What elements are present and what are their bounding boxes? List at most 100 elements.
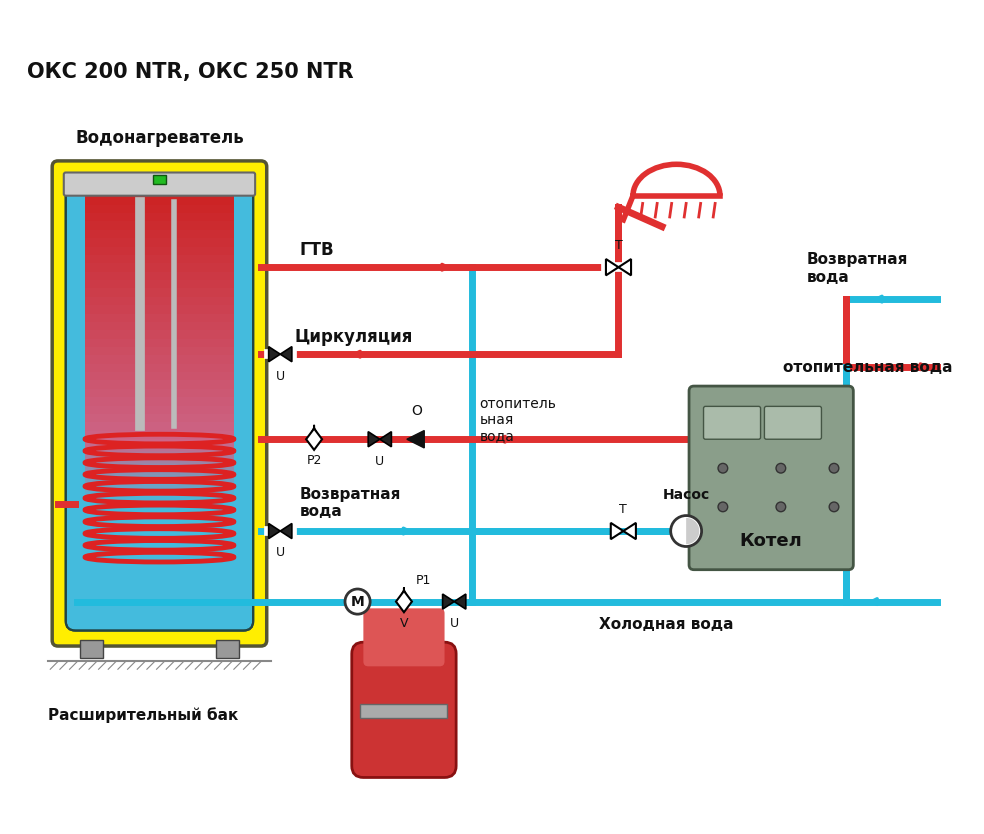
Bar (85, 239, 234, 248)
Bar (85, 389, 234, 398)
Bar (85, 322, 234, 331)
Bar (85, 247, 234, 256)
Text: отопительная вода: отопительная вода (783, 360, 953, 375)
Bar (215, 641, 239, 658)
Bar (85, 475, 234, 480)
Circle shape (830, 502, 838, 512)
Wedge shape (686, 518, 700, 544)
Text: P1: P1 (415, 574, 431, 587)
Bar (85, 230, 234, 239)
Bar (85, 314, 234, 323)
Text: T: T (615, 239, 622, 252)
Bar (85, 484, 234, 489)
Bar (81, 641, 103, 658)
Text: Водонагреватель: Водонагреватель (75, 129, 244, 148)
Circle shape (776, 502, 785, 512)
Polygon shape (280, 524, 292, 539)
Polygon shape (269, 524, 280, 539)
Bar (360, 704, 448, 717)
FancyBboxPatch shape (66, 178, 253, 631)
FancyBboxPatch shape (64, 173, 255, 196)
Text: M: M (350, 595, 364, 609)
FancyBboxPatch shape (704, 406, 761, 440)
Bar (85, 255, 234, 264)
Polygon shape (443, 594, 455, 609)
Text: ОКС 200 NTR, ОКС 250 NTR: ОКС 200 NTR, ОКС 250 NTR (27, 63, 353, 83)
Bar (85, 405, 234, 415)
Text: Возвратная
вода: Возвратная вода (299, 487, 400, 520)
Polygon shape (368, 432, 380, 447)
Circle shape (830, 464, 838, 473)
Bar (85, 289, 234, 298)
Bar (85, 213, 234, 223)
Polygon shape (396, 591, 412, 612)
Polygon shape (623, 523, 636, 540)
Polygon shape (619, 259, 631, 275)
Polygon shape (280, 347, 292, 362)
Bar (153, 175, 166, 184)
Polygon shape (380, 432, 392, 447)
FancyBboxPatch shape (351, 642, 457, 777)
Bar (85, 430, 234, 440)
Text: Холодная вода: Холодная вода (599, 617, 734, 632)
Bar (85, 372, 234, 381)
Text: T: T (620, 503, 627, 515)
Bar (85, 188, 234, 198)
Bar (85, 447, 234, 452)
Bar (85, 196, 234, 206)
Bar (85, 380, 234, 389)
Text: U: U (450, 617, 459, 630)
FancyBboxPatch shape (689, 386, 853, 570)
FancyBboxPatch shape (765, 406, 822, 440)
Bar (85, 347, 234, 356)
Bar (85, 451, 234, 456)
Bar (85, 222, 234, 231)
Circle shape (776, 464, 785, 473)
Text: Возвратная
вода: Возвратная вода (807, 252, 908, 284)
Circle shape (718, 502, 728, 512)
Polygon shape (306, 429, 322, 450)
Text: P2: P2 (306, 454, 322, 467)
Text: U: U (276, 546, 284, 560)
Bar (85, 264, 234, 273)
Circle shape (671, 515, 702, 546)
Bar (85, 439, 234, 444)
Bar (85, 488, 234, 493)
Bar (85, 464, 234, 469)
Text: U: U (276, 369, 284, 383)
Text: Насос: Насос (662, 488, 709, 502)
Text: ГТВ: ГТВ (299, 242, 335, 259)
Polygon shape (269, 347, 280, 362)
Text: Расширительный бак: Расширительный бак (48, 706, 238, 722)
Bar (85, 414, 234, 424)
Bar (85, 339, 234, 348)
Bar (85, 491, 234, 496)
Bar (85, 495, 234, 500)
Bar (85, 460, 234, 465)
Bar (85, 443, 234, 448)
Bar (85, 364, 234, 373)
Bar (85, 305, 234, 314)
Bar (85, 330, 234, 339)
Bar (85, 355, 234, 364)
Bar (85, 471, 234, 476)
Text: отопитель
ьная
вода: отопитель ьная вода (479, 397, 556, 443)
Text: Котел: Котел (740, 532, 803, 550)
Bar (85, 455, 234, 460)
Text: O: O (411, 404, 422, 418)
Bar (85, 297, 234, 306)
FancyBboxPatch shape (363, 608, 445, 666)
Bar (85, 422, 234, 432)
Circle shape (718, 464, 728, 473)
Bar (85, 480, 234, 485)
Bar (85, 204, 234, 214)
Polygon shape (611, 523, 623, 540)
Text: V: V (400, 617, 408, 630)
Polygon shape (606, 259, 619, 275)
Bar (85, 272, 234, 281)
Text: U: U (375, 455, 385, 468)
Circle shape (345, 589, 370, 614)
Bar (85, 467, 234, 472)
FancyBboxPatch shape (52, 161, 267, 646)
Polygon shape (406, 430, 424, 448)
